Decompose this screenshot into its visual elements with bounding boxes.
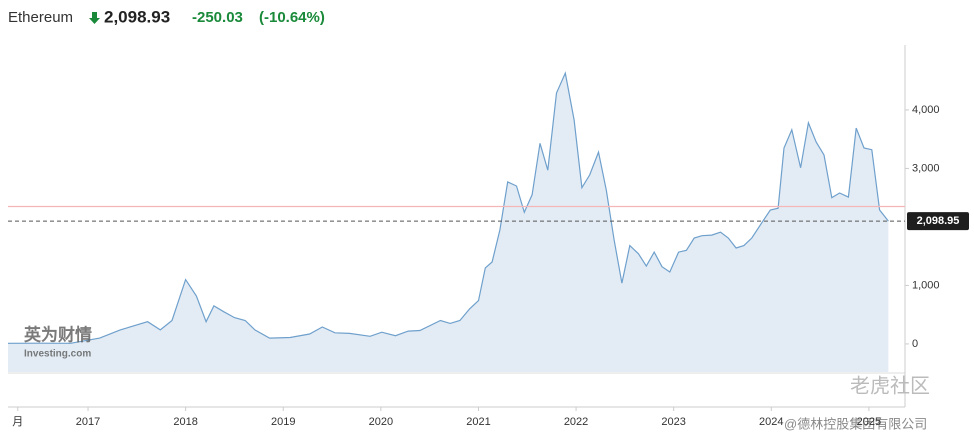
- last-price-label: 2,098.95: [917, 215, 960, 227]
- y-tick-label: 0: [912, 338, 918, 350]
- y-tick-label: 3,000: [912, 162, 940, 174]
- down-arrow: [89, 12, 100, 24]
- x-tick-label: 2021: [466, 416, 490, 428]
- x-tick-label: 月: [12, 416, 23, 428]
- x-tick-label: 2017: [76, 416, 100, 428]
- x-tick-label: 2024: [759, 416, 783, 428]
- x-tick-label: 2023: [661, 416, 685, 428]
- watermark: Investing.com: [24, 349, 91, 360]
- y-tick-label: 1,000: [912, 279, 940, 291]
- change-pct: (-10.64%): [259, 9, 325, 26]
- asset-name: Ethereum: [8, 9, 73, 26]
- watermark: @德林控股集团有限公司: [784, 416, 927, 431]
- x-tick-label: 2022: [564, 416, 588, 428]
- last-price-box: [907, 212, 969, 231]
- price: 2,098.93: [104, 7, 170, 26]
- price-line: [7, 71, 889, 344]
- watermark: 老虎社区: [850, 374, 930, 397]
- x-tick-label: 2020: [369, 416, 393, 428]
- area-fill: [8, 73, 889, 372]
- watermark: 英为财情: [24, 324, 92, 344]
- x-tick-label: 2019: [271, 416, 295, 428]
- y-tick-label: 4,000: [912, 104, 940, 116]
- change: -250.03: [192, 9, 243, 26]
- x-tick-label: 2018: [173, 416, 197, 428]
- x-tick-label: 2025: [857, 416, 881, 428]
